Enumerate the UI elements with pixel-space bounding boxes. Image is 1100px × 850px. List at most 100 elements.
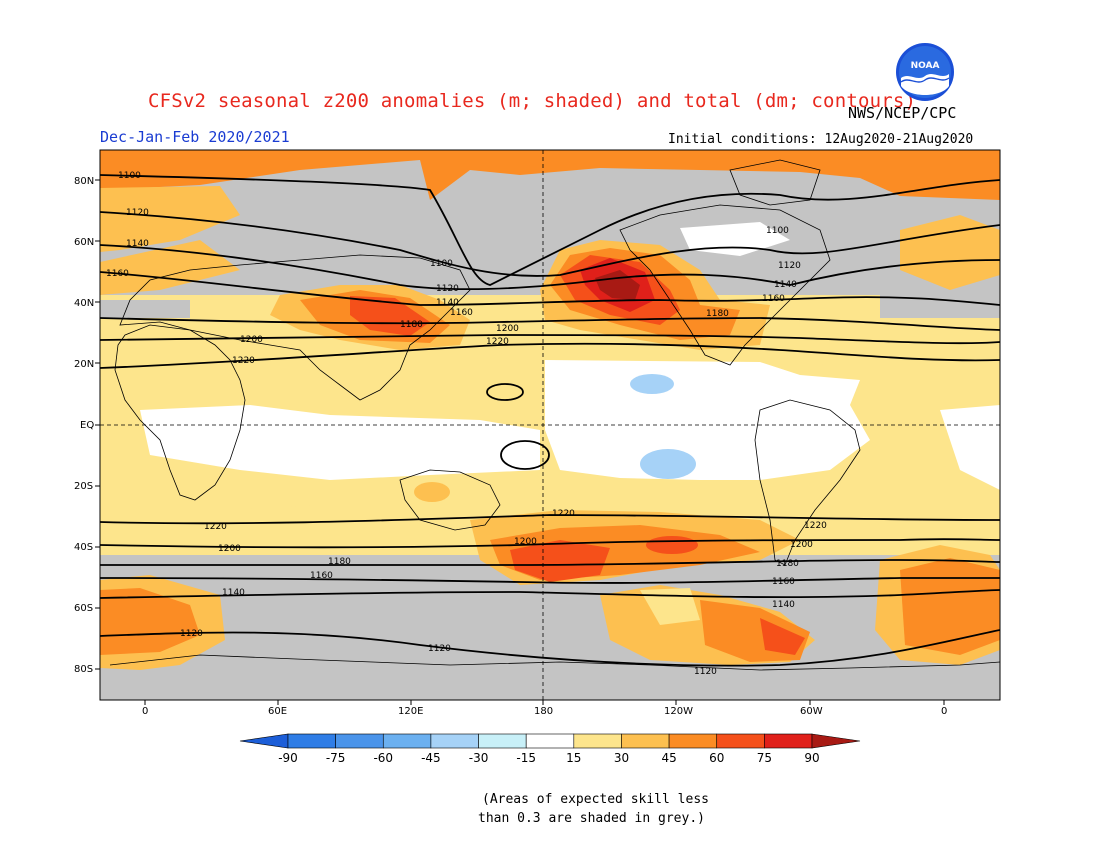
anomaly-arctic-orange [100, 150, 1000, 200]
colorbar-label: 15 [566, 751, 581, 765]
colorbar-label: -60 [373, 751, 393, 765]
contour-sh-1120 [100, 629, 1000, 667]
lat-label: 60N [74, 237, 94, 248]
lon-label: 120E [398, 706, 423, 717]
colorbar-arrow-low [239, 733, 289, 749]
contour-1140 [100, 244, 1000, 291]
colorbar-bin [668, 733, 718, 749]
contour-label: 1120 [180, 629, 203, 639]
contour-label: 1200 [496, 324, 519, 334]
season-label: Dec-Jan-Feb 2020/2021 [100, 128, 290, 146]
lat-label: 40N [74, 298, 94, 309]
colorbar-label: -30 [469, 751, 489, 765]
contour-label: 1140 [126, 239, 149, 249]
contour-1180 [100, 317, 1000, 331]
anomaly-north-atlantic [100, 186, 240, 252]
coastlines [109, 159, 1000, 671]
contour-1100 [100, 174, 1000, 286]
contour-label: 1160 [772, 577, 795, 587]
colorbar-label: -75 [326, 751, 346, 765]
contour-sh-1140 [100, 589, 1000, 599]
australia-outline [399, 469, 501, 531]
lon-label: 60W [800, 706, 823, 717]
colorbar-label: -45 [421, 751, 441, 765]
contour-label: 1140 [774, 280, 797, 290]
contour-label: 1140 [772, 600, 795, 610]
eurasia-outline [119, 254, 471, 401]
contour-1120 [100, 211, 1000, 277]
contour-label-group: 1100 1120 1140 1160 1100 1120 1140 1160 … [106, 171, 827, 677]
contour-label: 1220 [204, 522, 227, 532]
africa-outline [114, 324, 246, 501]
lat-label: 40S [74, 542, 93, 553]
lon-label: 0 [142, 706, 148, 717]
contour-label: 1180 [706, 309, 729, 319]
colorbar-bin [287, 733, 336, 749]
contour-label: 1220 [486, 337, 509, 347]
lat-ticks [95, 179, 100, 670]
colorbar-label: 60 [709, 751, 724, 765]
anomaly-east-north [900, 215, 1000, 290]
contour-1240-north [486, 383, 524, 401]
height-contours [100, 174, 1000, 667]
antarctica-outline [109, 654, 1000, 671]
lon-label: 0 [941, 706, 947, 717]
contour-label: 1100 [118, 171, 141, 181]
colorbar-bin [764, 733, 813, 749]
contour-label: 1200 [514, 537, 537, 547]
contour-label: 1180 [328, 557, 351, 567]
contour-label: 1100 [766, 226, 789, 236]
colorbar-label: 30 [614, 751, 629, 765]
colorbar-arrow-high [811, 733, 861, 749]
footnote-line-1: (Areas of expected skill less [482, 792, 709, 807]
colorbar-bin [430, 733, 479, 749]
colorbar-bin [716, 733, 765, 749]
contour-label: 1140 [436, 298, 459, 308]
contour-label: 1220 [232, 356, 255, 366]
contour-label: 1120 [428, 644, 451, 654]
contour-label: 1160 [762, 294, 785, 304]
contour-label: 1160 [106, 269, 129, 279]
contour-1240-south [500, 440, 550, 470]
anomaly-blue-north [630, 374, 674, 394]
contour-sh-1180 [100, 559, 1000, 567]
contour-label: 1220 [552, 509, 575, 519]
contour-label: 1220 [804, 521, 827, 531]
anomaly-asia-core [350, 296, 430, 336]
anomaly-sh-subtropics [100, 505, 470, 550]
anomaly-south-core-west [510, 540, 610, 582]
anomaly-southern-ocean-core [760, 618, 805, 655]
contour-label: 1140 [222, 588, 245, 598]
lat-label: EQ [80, 420, 94, 431]
south-america-outline [754, 399, 861, 566]
anomaly-tropical-pacific-white [545, 360, 870, 480]
latitude-labels: 80N 60N 40N 20N EQ 20S 40S 60S 80S [74, 176, 94, 675]
noaa-logo: NOAA [896, 43, 954, 101]
anomaly-tropical-indian-white [140, 405, 540, 480]
contour-label: 1200 [240, 335, 263, 345]
lon-label: 180 [534, 706, 553, 717]
contour-label: 1200 [218, 544, 241, 554]
colorbar-label: 45 [661, 751, 676, 765]
lon-label: 120W [664, 706, 693, 717]
colorbar-label: 90 [804, 751, 819, 765]
north-america-outline [619, 204, 831, 366]
anomaly-south-pale-patch [640, 588, 700, 625]
colorbar-bin [478, 733, 527, 749]
colorbar-bin [573, 733, 622, 749]
lon-label: 60E [268, 706, 287, 717]
anomaly-southeast-orange [900, 558, 1000, 655]
figure-title: CFSv2 seasonal z200 anomalies (m; shaded… [148, 90, 917, 112]
contour-label: 1120 [778, 261, 801, 271]
anomaly-blue-south [640, 449, 696, 479]
lat-label: 20S [74, 481, 93, 492]
footnote-line-2: than 0.3 are shaded in grey.) [478, 811, 705, 826]
contour-label: 1120 [694, 667, 717, 677]
colorbar-bin [525, 733, 575, 749]
anomaly-atlantic-white [940, 405, 1000, 490]
initial-conditions-label: Initial conditions: 12Aug2020-21Aug2020 [668, 132, 974, 147]
longitude-labels: 0 60E 120E 180 120W 60W 0 [142, 706, 947, 717]
contour-label: 1120 [436, 284, 459, 294]
contour-1200 [100, 334, 1000, 345]
